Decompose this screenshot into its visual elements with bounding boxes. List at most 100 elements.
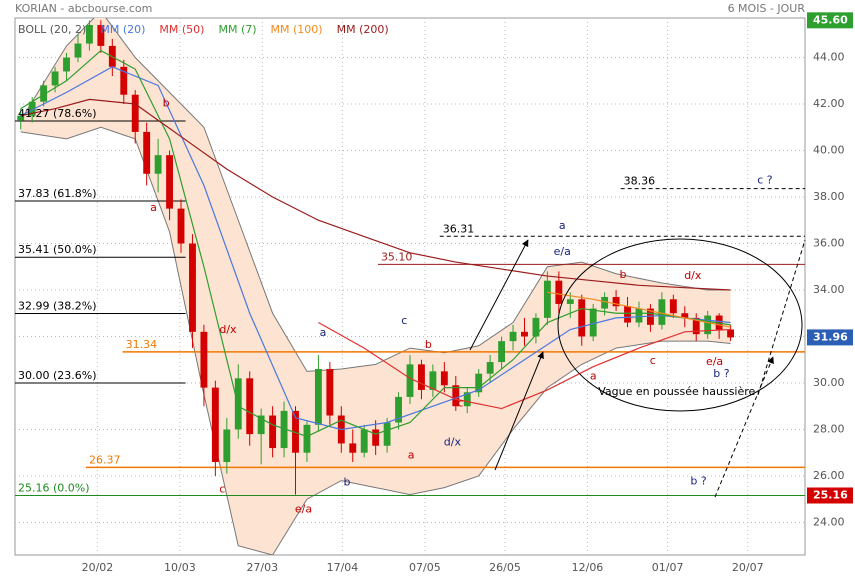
y-tick-label: 36.00 (813, 236, 845, 249)
price-tag (807, 487, 853, 504)
bollinger-band (20, 18, 731, 555)
annotation: b ? (690, 475, 706, 488)
candle-body (463, 392, 471, 407)
arrow (714, 356, 774, 498)
y-tick-label: 24.00 (813, 515, 845, 528)
candle-body (727, 329, 735, 338)
candle-body (475, 373, 483, 393)
level-label: 41.27 (78.6%) (18, 107, 97, 120)
candle-body (601, 296, 609, 309)
candle-body (658, 299, 666, 325)
candle-body (120, 66, 128, 95)
annotation: c (457, 397, 463, 410)
annotation: a (150, 201, 157, 214)
candle-body (635, 308, 643, 323)
annotation: a (590, 370, 597, 383)
candle-body (521, 331, 528, 337)
y-tick-label: 44.00 (813, 51, 845, 64)
annotation: c ? (757, 173, 773, 186)
candle-body (383, 422, 391, 446)
candle-body (440, 371, 448, 386)
x-tick-label: 17/04 (327, 561, 359, 574)
y-tick-label: 34.00 (813, 283, 845, 296)
y-tick-label: 28.00 (813, 422, 845, 435)
bollinger-upper (20, 18, 731, 372)
price-tag (807, 12, 853, 29)
annotation: d/x (219, 323, 237, 336)
candle-body (360, 429, 368, 453)
legend-entry: MM (50) (159, 23, 204, 36)
candle-body (246, 378, 254, 435)
candle-body (200, 331, 208, 388)
annotation: c (219, 482, 225, 495)
annotation: e/a (554, 245, 571, 258)
annotation: e/a (295, 502, 312, 515)
price-tag-label: 31.96 (813, 330, 848, 343)
candle-body (63, 57, 70, 72)
ellipse (557, 238, 803, 412)
price-tag-label: 45.60 (813, 13, 848, 26)
y-tick-label: 26.00 (813, 469, 845, 482)
annotation: a (320, 326, 327, 339)
candle-body (257, 415, 265, 435)
candle-body (692, 317, 700, 335)
legend-entry: MM (100) (271, 23, 323, 36)
level-label: 31.34 (126, 338, 158, 351)
candle-body (280, 410, 288, 449)
dashed-line (757, 239, 806, 396)
candle-body (555, 280, 563, 304)
candle-body (292, 410, 299, 453)
candle-body (589, 308, 597, 337)
candle-body (452, 385, 460, 407)
x-tick-label: 20/07 (732, 561, 764, 574)
candle-body (543, 280, 551, 318)
legend-entry: MM (200) (337, 23, 389, 36)
candle-body (17, 115, 25, 121)
annotation: b (163, 96, 170, 109)
candle-body (429, 371, 437, 390)
candle-body (532, 317, 540, 337)
chart-title: KORIAN - abcbourse.com (15, 2, 152, 15)
level-label: 37.83 (61.8%) (18, 187, 97, 200)
level-label: 35.10 (381, 250, 413, 263)
annotation: a (559, 219, 566, 232)
candle-body (486, 362, 494, 374)
level-label: 36.31 (443, 222, 475, 235)
candle-body (166, 155, 173, 209)
arrow (469, 239, 529, 351)
arrow (494, 351, 544, 471)
x-tick-label: 26/05 (489, 561, 521, 574)
x-tick-label: 20/02 (82, 561, 114, 574)
candle-body (418, 364, 425, 390)
candle-body (314, 369, 322, 425)
candle-body (498, 341, 506, 363)
candle-body (51, 71, 59, 86)
level-label: 30.00 (23.6%) (18, 369, 97, 382)
y-tick-label: 40.00 (813, 144, 845, 157)
annotation: b (344, 475, 351, 488)
annotation: Vague en poussée haussière (598, 385, 755, 398)
candle-body (131, 94, 139, 132)
level-label: 26.37 (89, 453, 121, 466)
level-label: 35.41 (50.0%) (18, 243, 97, 256)
plot-layers (15, 18, 805, 555)
candle-body (143, 131, 151, 174)
annotation: b (619, 268, 626, 281)
x-tick-label: 12/06 (572, 561, 604, 574)
candle-body (578, 299, 586, 337)
annotation: b ? (713, 367, 729, 380)
level-label: 25.16 (0.0%) (18, 481, 90, 494)
candle-body (326, 369, 334, 416)
candle-body (349, 443, 357, 453)
annotation: c (650, 354, 656, 367)
candle-body (154, 155, 162, 174)
candle-body (624, 306, 631, 323)
moving-average (20, 66, 731, 431)
chart-subtitle: 6 MOIS - JOUR (728, 2, 806, 15)
x-tick-label: 07/05 (409, 561, 441, 574)
x-tick-label: 01/07 (652, 561, 684, 574)
candle-body (669, 299, 677, 314)
candle-body (189, 243, 196, 332)
price-tag (807, 329, 853, 346)
moving-average (20, 98, 731, 291)
